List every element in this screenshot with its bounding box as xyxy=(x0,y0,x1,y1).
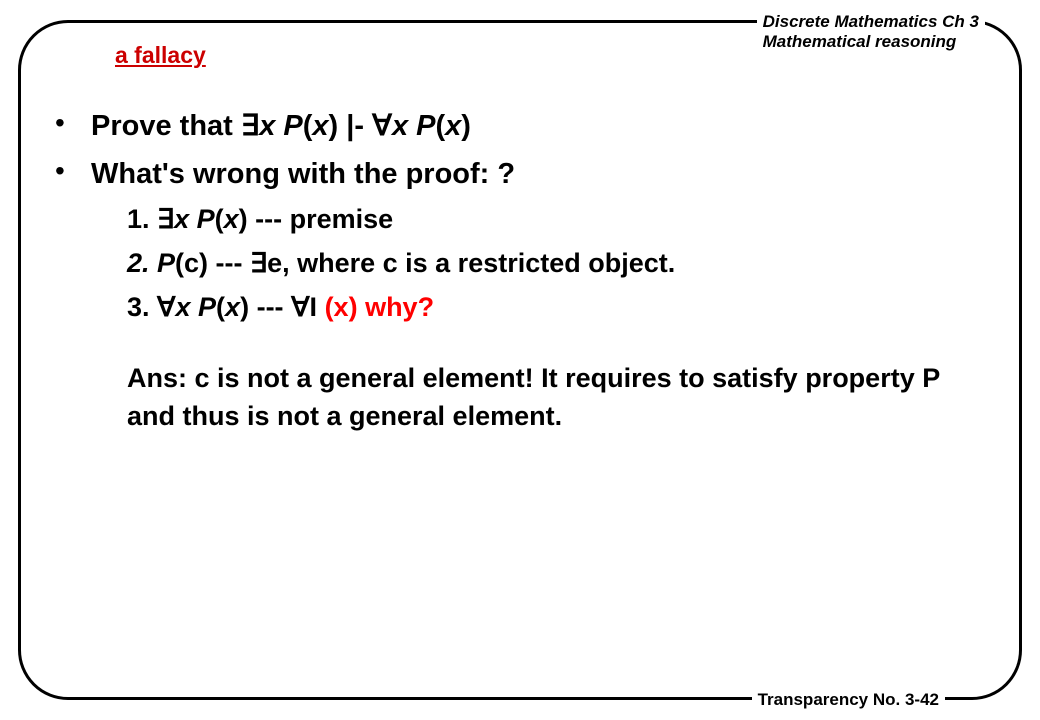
bullet-1-text: Prove that ∃x P(x) |- ∀x P(x) xyxy=(91,105,471,147)
sub-answer: Ans: c is not a general element! It requ… xyxy=(55,360,985,436)
slide-content: • Prove that ∃x P(x) |- ∀x P(x) • What's… xyxy=(55,105,985,442)
bullet-icon: • xyxy=(55,153,91,189)
sub-1-text: 1. ∃x P(x) --- premise xyxy=(127,201,393,239)
answer-text: Ans: c is not a general element! It requ… xyxy=(127,360,985,436)
bullet-icon: • xyxy=(55,105,91,141)
bullet-2-text: What's wrong with the proof: ? xyxy=(91,153,515,195)
header-line2: Mathematical reasoning xyxy=(763,32,979,52)
header-line1: Discrete Mathematics Ch 3 xyxy=(763,12,979,32)
spacer xyxy=(55,332,985,360)
bullet-2: • What's wrong with the proof: ? xyxy=(55,153,985,195)
bullet-1: • Prove that ∃x P(x) |- ∀x P(x) xyxy=(55,105,985,147)
header-course: Discrete Mathematics Ch 3 Mathematical r… xyxy=(757,12,985,53)
footer-transparency: Transparency No. 3-42 xyxy=(752,690,945,710)
sub-3-text: 3. ∀x P(x) --- ∀I (x) why? xyxy=(127,289,434,327)
sub-2: 2. P(c) --- ∃e, where c is a restricted … xyxy=(55,245,985,283)
sub-1: 1. ∃x P(x) --- premise xyxy=(55,201,985,239)
sub-2-text: 2. P(c) --- ∃e, where c is a restricted … xyxy=(127,245,675,283)
sub-3: 3. ∀x P(x) --- ∀I (x) why? xyxy=(55,289,985,327)
slide-title: a fallacy xyxy=(115,42,206,69)
